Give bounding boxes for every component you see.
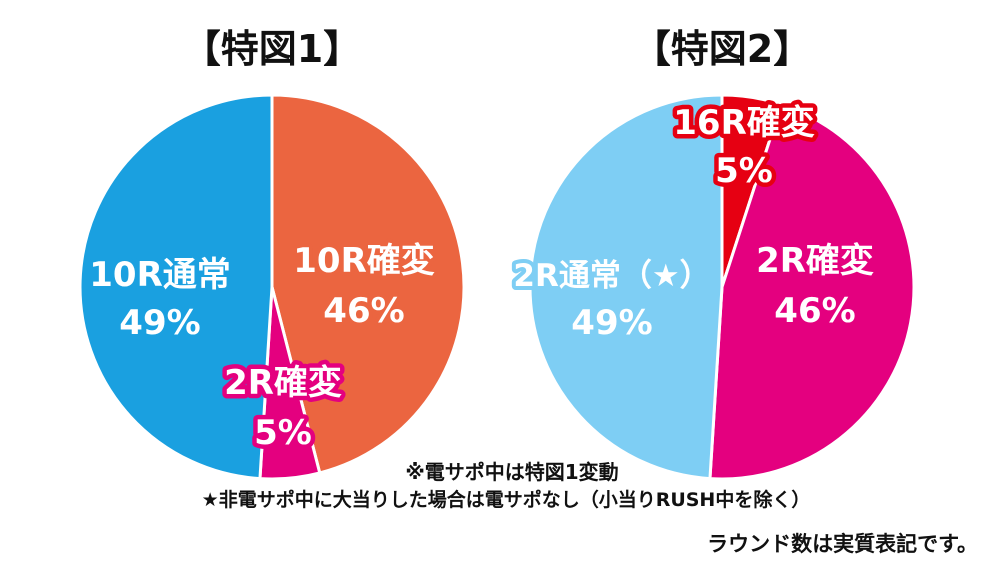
note-hidensapo: ★非電サポ中に大当りした場合は電サポなし（小当りRUSH中を除く） <box>202 488 811 511</box>
note-densapo: ※電サポ中は特図1変動 <box>405 460 618 484</box>
chart2-label-2r-kakuhen-pct: 46% <box>774 291 855 331</box>
chart2-label-2r-tsujo-pct: 49% <box>571 303 652 343</box>
chart1-label-10r-tsujo: 10R通常 49% <box>85 251 235 347</box>
chart1-slice-10r-tsujo <box>78 93 274 481</box>
chart1-label-2r-kakuhen-pct: 5% <box>254 413 312 453</box>
chart1-label-10r-kakuhen: 10R確変 46% <box>289 237 439 335</box>
chart2-label-16r-kakuhen-name: 16R確変 <box>673 103 815 143</box>
chart1-label-10r-tsujo-name: 10R通常 <box>89 255 231 295</box>
chart2-label-2r-tsujo: 2R通常（★） 49% <box>509 254 714 347</box>
chart2-label-2r-tsujo-name: 2R通常（★） <box>513 258 710 294</box>
chart2-title: 【特図2】 <box>633 27 811 71</box>
chart1-slice-10r-kakuhen <box>270 93 466 475</box>
chart1-label-10r-kakuhen-pct: 46% <box>323 291 404 331</box>
chart1-label-10r-tsujo-pct: 49% <box>119 303 200 343</box>
chart2-label-16r-kakuhen: 16R確変 5% <box>669 99 820 196</box>
note-round: ラウンド数は実質表記です。 <box>707 532 978 556</box>
chart2-slice-2r-kakuhen <box>708 102 916 481</box>
chart2-label-2r-kakuhen: 2R確変 46% <box>752 237 878 335</box>
chart1-label-2r-kakuhen: 2R確変 5% <box>220 359 347 458</box>
chart2-label-16r-kakuhen-pct: 5% <box>715 151 773 191</box>
chart1-label-10r-kakuhen-name: 10R確変 <box>293 241 435 281</box>
chart1-title: 【特図1】 <box>183 27 361 71</box>
chart2-label-2r-kakuhen-name: 2R確変 <box>756 241 874 281</box>
chart1-label-2r-kakuhen-name: 2R確変 <box>224 363 342 403</box>
chart2-slice-2r-tsujo <box>528 93 724 481</box>
